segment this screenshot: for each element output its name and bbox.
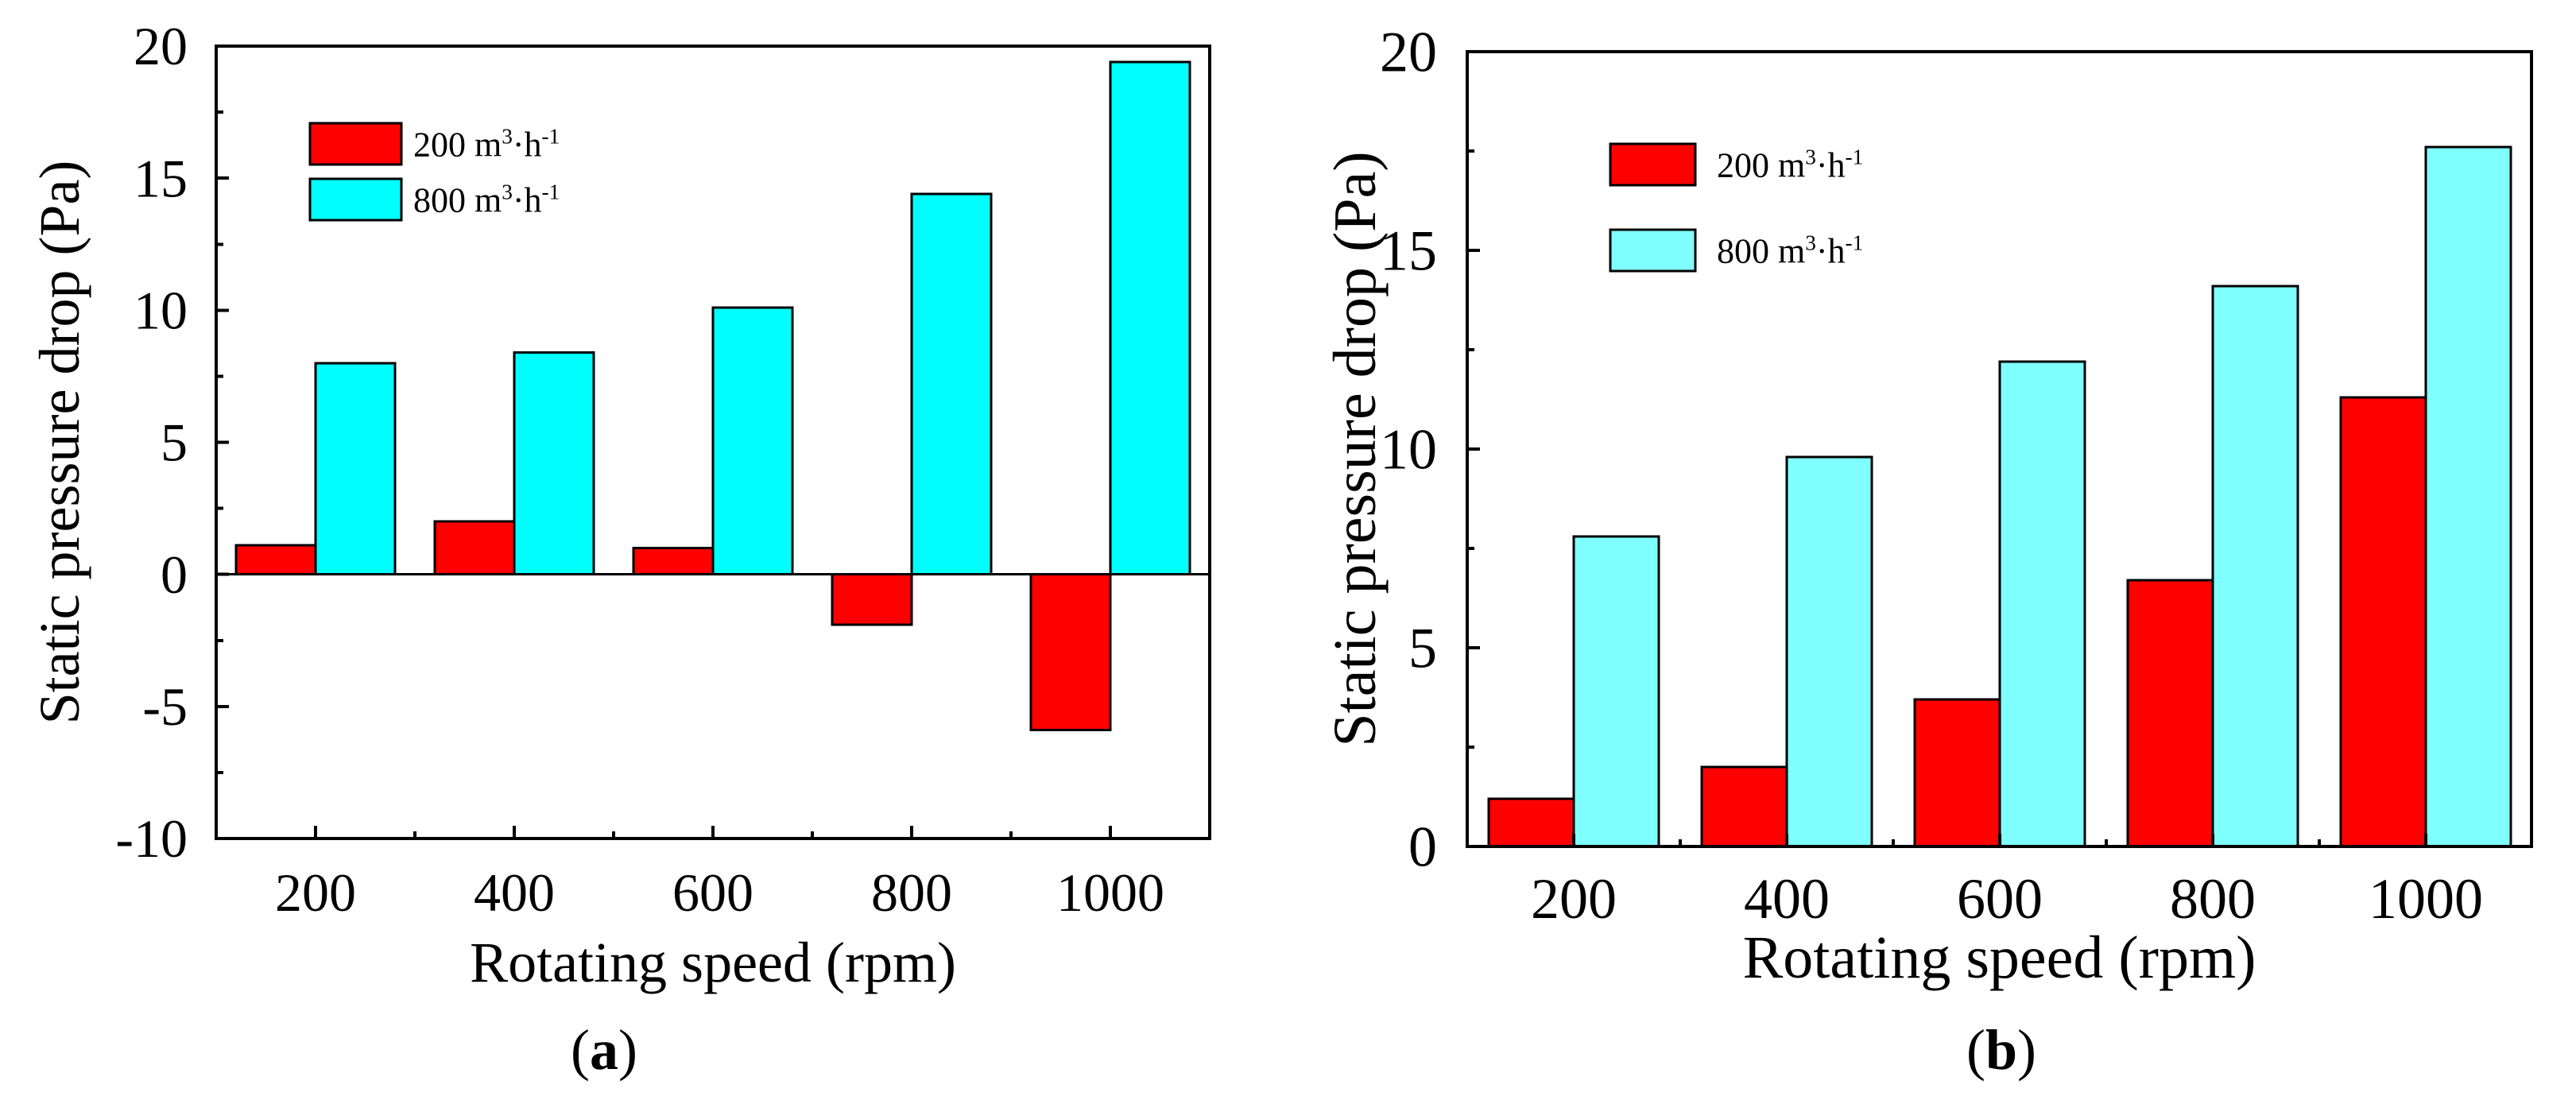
y-tick-label: -5 — [142, 676, 188, 737]
legend-swatch-series-1 — [308, 122, 403, 166]
y-tick-label: 15 — [134, 148, 188, 208]
y-tick-label: 0 — [161, 544, 188, 605]
panel-label: (a) — [571, 1018, 637, 1082]
bar-1000-series-2 — [2424, 145, 2512, 848]
legend-swatch-series-1 — [1609, 142, 1697, 187]
x-axis-title: Rotating speed (rpm) — [470, 931, 956, 994]
y-axis-title: Static pressure drop (Pa) — [28, 161, 91, 725]
x-tick-label: 1000 — [1056, 862, 1164, 923]
x-tick-label: 200 — [1531, 867, 1617, 931]
x-tick-label: 1000 — [2369, 867, 2483, 931]
legend-label-series-1: 200 m3·h-1 — [413, 125, 560, 165]
bar-400-series-2 — [1785, 455, 1873, 848]
y-tick-label: 5 — [1408, 616, 1437, 680]
legend-swatch-series-2 — [1609, 228, 1697, 273]
legend: 200 m3·h-1 800 m3·h-1 — [308, 122, 560, 222]
bar-600-series-1 — [632, 546, 715, 576]
bar-600-series-2 — [1998, 360, 2086, 848]
y-tick-label: -10 — [115, 808, 188, 869]
y-tick-label: 10 — [1380, 417, 1437, 481]
x-tick-label: 800 — [2170, 867, 2256, 931]
x-tick-label: 800 — [871, 862, 952, 923]
y-tick-label: 5 — [161, 412, 188, 473]
legend-label-series-1: 200 m3·h-1 — [1717, 145, 1863, 185]
bar-200-series-1 — [1487, 797, 1575, 848]
y-tick-label: 10 — [134, 280, 188, 340]
panel-label: (b) — [1966, 1018, 2036, 1082]
y-axis-title: Static pressure drop (Pa) — [1322, 151, 1389, 746]
chart-panel-a: -10 -5 0 5 10 15 20 200 400 600 800 1000 Rotating sp… — [28, 16, 1211, 1082]
bar-800-series-2 — [2211, 285, 2299, 848]
bar-600-series-2 — [711, 306, 794, 576]
bar-1000-series-1 — [1029, 573, 1112, 732]
bar-800-series-1 — [2126, 579, 2214, 848]
bar-800-series-1 — [831, 573, 913, 626]
bar-400-series-1 — [433, 520, 516, 576]
bar-400-series-2 — [513, 351, 595, 576]
x-tick-label: 400 — [474, 862, 555, 923]
bar-400-series-1 — [1700, 765, 1788, 848]
bar-1000-series-2 — [1109, 60, 1191, 576]
x-tick-label: 600 — [1957, 867, 2043, 931]
bar-200-series-2 — [314, 362, 397, 576]
x-tick-label: 200 — [275, 862, 356, 923]
legend-swatch-series-2 — [308, 177, 403, 222]
x-tick-label: 400 — [1744, 867, 1830, 931]
x-tick-label: 600 — [672, 862, 753, 923]
y-tick-label: 15 — [1380, 219, 1437, 282]
chart-panel-b: 0 5 10 15 20 200 400 600 800 1000 Rotating speed (… — [1322, 20, 2533, 1082]
y-tick-label: 20 — [1380, 20, 1437, 83]
bar-800-series-2 — [910, 192, 993, 576]
legend-label-series-2: 800 m3·h-1 — [413, 180, 560, 220]
y-tick-label: 0 — [1408, 815, 1437, 878]
bar-200-series-2 — [1572, 535, 1660, 848]
legend: 200 m3·h-1 800 m3·h-1 — [1609, 142, 1863, 273]
legend-label-series-2: 800 m3·h-1 — [1717, 231, 1863, 271]
x-axis-title: Rotating speed (rpm) — [1743, 924, 2256, 991]
bar-600-series-1 — [1913, 698, 2001, 848]
bar-200-series-1 — [234, 544, 317, 576]
bar-1000-series-1 — [2339, 396, 2427, 848]
y-tick-label: 20 — [134, 16, 188, 76]
